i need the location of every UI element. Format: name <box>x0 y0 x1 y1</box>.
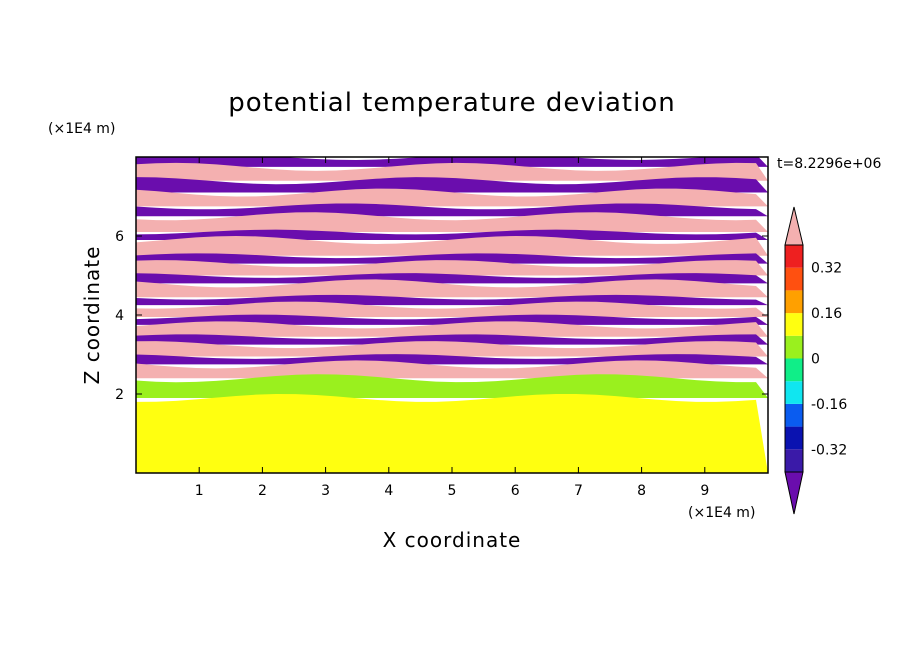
chart-title: potential temperature deviation <box>228 88 675 118</box>
colorbar-segment <box>785 403 803 427</box>
colorbar-segment <box>785 449 803 472</box>
heatmap-band <box>136 273 768 284</box>
x-unit-label: (×1E4 m) <box>688 505 755 521</box>
x-axis-label: X coordinate <box>383 528 522 552</box>
colorbar-segment <box>785 358 803 382</box>
colorbar-label: 0.32 <box>811 261 842 277</box>
x-tick-label: 5 <box>448 483 457 499</box>
colorbar-label: 0 <box>811 352 820 368</box>
time-label: t=8.2296e+06 <box>777 156 881 172</box>
x-tick-label: 7 <box>574 483 583 499</box>
x-tick-label: 3 <box>321 483 330 499</box>
x-axis: 1 2 3 4 5 6 7 8 9 <box>195 157 709 499</box>
heatmap-band <box>136 177 768 193</box>
y-axis-label: Z coordinate <box>80 246 104 385</box>
colorbar-segment <box>785 335 803 359</box>
heatmap-band <box>136 360 768 379</box>
colorbar-segment <box>785 267 803 291</box>
y-tick-label: 4 <box>115 308 124 324</box>
heatmap-band <box>136 394 768 473</box>
heatmap-band <box>136 314 768 325</box>
heatmap-band <box>136 334 768 345</box>
colorbar-over-triangle <box>784 206 804 246</box>
colorbar-label: -0.32 <box>811 442 847 458</box>
heatmap-band <box>136 341 768 357</box>
heatmap-band <box>136 235 768 256</box>
y-tick-label: 6 <box>115 229 124 245</box>
heatmap-band <box>136 229 768 240</box>
x-tick-label: 8 <box>637 483 646 499</box>
heatmap-band <box>136 162 768 181</box>
heatmap-field <box>136 157 768 473</box>
colorbar-under-triangle <box>784 471 804 515</box>
heatmap-band <box>136 188 768 207</box>
heatmap-band <box>136 321 768 337</box>
heatmap-band <box>136 212 768 233</box>
x-tick-label: 9 <box>700 483 709 499</box>
y-tick-label: 2 <box>115 387 124 403</box>
heatmap-band <box>136 301 768 317</box>
colorbar-label: -0.16 <box>811 397 847 413</box>
heatmap-band <box>136 253 768 264</box>
y-unit-label: (×1E4 m) <box>48 121 115 137</box>
y-axis: 2 4 6 <box>115 229 768 403</box>
heatmap-band <box>136 374 768 398</box>
heatmap-band <box>136 260 768 276</box>
colorbar-label: 0.16 <box>811 306 842 322</box>
x-tick-label: 1 <box>195 483 204 499</box>
colorbar-segment <box>785 426 803 450</box>
colorbar-segment <box>785 313 803 336</box>
colorbar-frame <box>784 244 804 473</box>
colorbar: 0.32 0.16 0 -0.16 -0.32 <box>784 206 847 515</box>
x-tick-label: 2 <box>258 483 267 499</box>
x-tick-label: 6 <box>511 483 520 499</box>
x-tick-label: 4 <box>384 483 393 499</box>
heatmap-band <box>136 279 768 298</box>
colorbar-segment <box>785 245 803 268</box>
colorbar-segment <box>785 290 803 314</box>
colorbar-segment <box>785 381 803 404</box>
